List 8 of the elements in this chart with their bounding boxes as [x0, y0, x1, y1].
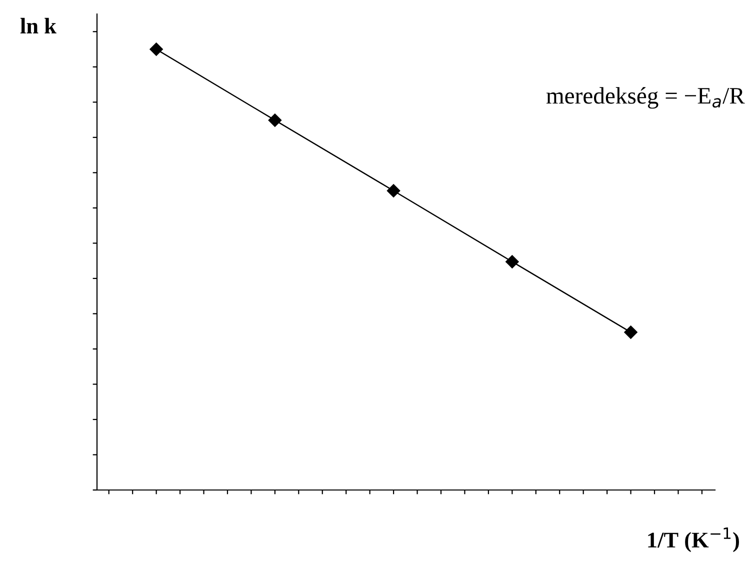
point: [506, 255, 519, 268]
y-axis-title: ln k: [20, 18, 56, 34]
x-axis-title: 1/T (K$^{−1}$): [648, 528, 739, 552]
point: [386, 184, 400, 198]
point: [268, 114, 282, 127]
point: [624, 326, 638, 339]
annotation: meredekség = −E$_{a}$/R: [546, 87, 745, 109]
point: [150, 42, 163, 56]
